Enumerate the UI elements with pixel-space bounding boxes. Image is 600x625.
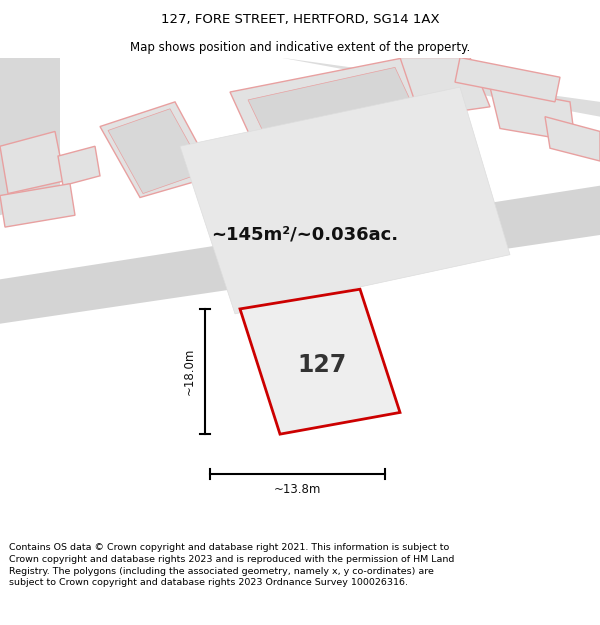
Polygon shape [100,102,215,198]
Polygon shape [248,68,435,184]
Polygon shape [240,289,400,434]
Polygon shape [0,186,600,324]
Polygon shape [545,117,600,161]
Text: 127, FORE STREET, HERTFORD, SG14 1AX: 127, FORE STREET, HERTFORD, SG14 1AX [161,12,439,26]
Polygon shape [0,58,60,215]
Text: 127: 127 [298,353,347,377]
Polygon shape [58,146,100,186]
Text: ~18.0m: ~18.0m [182,348,196,395]
Polygon shape [230,58,450,191]
Polygon shape [400,58,490,117]
Text: Map shows position and indicative extent of the property.: Map shows position and indicative extent… [130,41,470,54]
Polygon shape [490,87,575,141]
Polygon shape [108,109,205,194]
Text: ~13.8m: ~13.8m [274,483,321,496]
Text: ~145m²/~0.036ac.: ~145m²/~0.036ac. [211,226,398,244]
Polygon shape [280,58,600,117]
Polygon shape [0,131,65,194]
Polygon shape [0,184,75,227]
Polygon shape [180,87,510,314]
Polygon shape [455,58,560,102]
Text: Contains OS data © Crown copyright and database right 2021. This information is : Contains OS data © Crown copyright and d… [9,543,454,588]
